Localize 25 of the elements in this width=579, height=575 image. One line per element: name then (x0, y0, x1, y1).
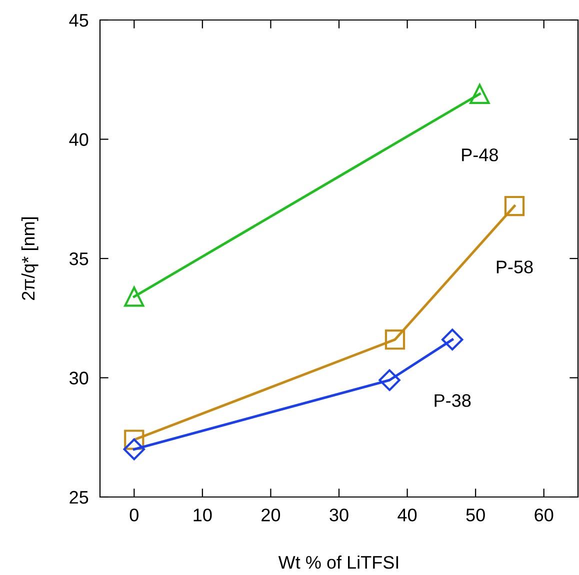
point (124, 286, 144, 307)
y-axis-title: 2π/q* [nm] (21, 217, 38, 300)
y-tick-label: 30 (69, 372, 88, 384)
point (124, 430, 144, 450)
x-axis-title: Wt % of LiTFSI (278, 556, 398, 569)
x-tick-label: 30 (330, 508, 348, 522)
point (123, 438, 146, 460)
point (470, 84, 490, 104)
text: P-38 (434, 394, 471, 407)
series-label: P-58 (496, 260, 533, 274)
x-tick-label: 50 (466, 508, 485, 522)
x-tick-label: 60 (534, 508, 554, 522)
point (384, 330, 406, 350)
point (504, 196, 525, 216)
text: P-48 (462, 148, 498, 162)
y-tick-label: 35 (69, 252, 88, 266)
x-tick-label: 10 (194, 508, 212, 522)
point (378, 369, 400, 391)
x-tick-label: 40 (398, 508, 417, 522)
y-tick-label: 45 (69, 14, 88, 27)
y-tick-label: 40 (69, 133, 88, 146)
point (441, 328, 464, 350)
x-tick-label: 20 (262, 508, 280, 522)
x-tick-label: 0 (130, 508, 138, 522)
y-tick-label: 25 (70, 490, 88, 504)
